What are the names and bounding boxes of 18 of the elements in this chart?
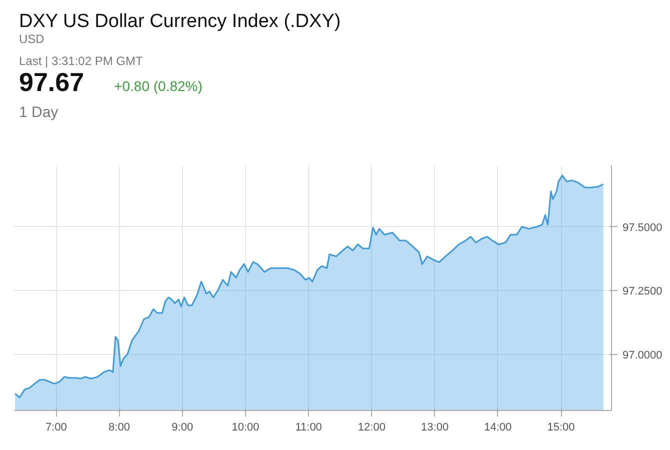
text: 1 Day — [19, 104, 60, 122]
x-tick-label: 9:00 — [172, 422, 194, 434]
x-tick-label: 8:00 — [108, 422, 130, 434]
x-tick-label: 10:00 — [232, 422, 260, 434]
y-tick-label: 97.2500 — [622, 286, 662, 298]
y-tick-label: 97.5000 — [622, 222, 662, 234]
text: 97.67 — [19, 67, 84, 98]
chart-subtitle: USD — [19, 32, 46, 47]
x-tick-label: 7:00 — [45, 422, 67, 434]
x-tick-label: 15:00 — [547, 422, 575, 434]
chart-title: DXY US Dollar Currency Index (.DXY) — [19, 11, 341, 33]
x-tick-label: 13:00 — [421, 422, 449, 434]
x-tick-label: 12:00 — [358, 422, 386, 434]
text: +0.80 (0.82%) — [114, 78, 202, 95]
x-tick-label: 14:00 — [484, 422, 512, 434]
text: Last | 3:31:02 PM GMT — [19, 54, 144, 68]
y-tick-label: 97.0000 — [622, 349, 662, 362]
x-tick-label: 11:00 — [295, 422, 322, 434]
